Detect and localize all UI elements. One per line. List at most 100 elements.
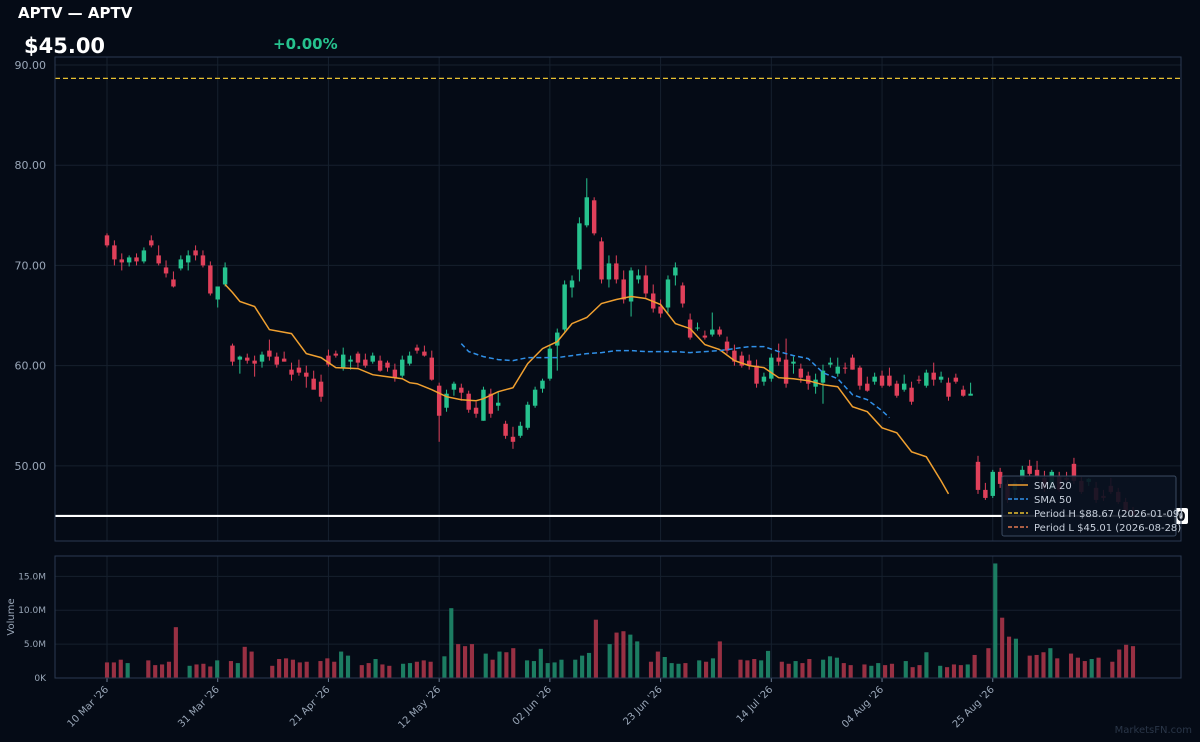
volume-bar	[146, 660, 151, 678]
candle	[665, 275, 671, 313]
candle	[208, 261, 213, 296]
volume-bar	[745, 660, 750, 678]
candle	[444, 389, 449, 412]
candle	[363, 353, 368, 368]
candle-body	[724, 341, 730, 351]
candle	[828, 357, 833, 368]
candle-body	[333, 353, 339, 356]
volume-bar	[545, 663, 550, 678]
candle	[968, 382, 973, 396]
candle	[983, 482, 988, 500]
volume-bar	[469, 644, 475, 678]
volume-bar	[655, 651, 660, 678]
x-tick-label: 10 Mar '26	[66, 684, 112, 730]
volume-bar	[414, 661, 419, 678]
candle	[569, 275, 575, 298]
candle-body	[569, 280, 575, 288]
candle	[606, 255, 612, 288]
volume-bar	[421, 660, 426, 678]
volume-bar	[511, 648, 516, 678]
watermark: MarketsFN.com	[1114, 725, 1192, 736]
volume-axis: 0K 5.0M 10.0M 15.0M Volume	[6, 572, 47, 684]
x-tick-label: 14 Jul '26	[735, 684, 776, 725]
candle	[518, 421, 523, 438]
candle	[259, 351, 265, 368]
candle-body	[518, 425, 523, 436]
candle	[990, 469, 995, 498]
x-tick-label: 04 Aug '26	[840, 684, 886, 730]
volume-bar	[111, 662, 116, 678]
candle-body	[835, 366, 840, 374]
candle	[304, 365, 309, 388]
candle-body	[717, 329, 722, 335]
candle	[857, 365, 863, 390]
candle	[436, 382, 442, 442]
volume-bar	[1055, 658, 1060, 678]
price-axis: 50.00 60.00 70.00 80.00 90.00	[15, 59, 47, 473]
candle	[422, 345, 427, 357]
candle-body	[555, 332, 560, 346]
volume-bar	[531, 661, 536, 678]
candle	[355, 351, 361, 368]
volume-bar	[1096, 657, 1101, 678]
candle	[562, 280, 567, 332]
volume-bar	[862, 664, 867, 678]
candle	[459, 383, 464, 401]
candle-body	[702, 335, 708, 338]
candle-body	[628, 270, 634, 302]
volume-bar	[1089, 659, 1094, 678]
candle	[385, 360, 390, 372]
candle-body	[156, 255, 161, 264]
candle	[599, 237, 604, 284]
candle	[732, 344, 737, 366]
candle	[584, 178, 589, 228]
candle	[326, 349, 331, 367]
candle	[245, 353, 250, 364]
volume-bar	[201, 663, 206, 678]
volume-bar	[779, 661, 784, 678]
volume-bar	[359, 665, 364, 678]
volume-bar	[325, 658, 330, 678]
candle	[687, 313, 693, 340]
candle-body	[894, 383, 900, 396]
candle-body	[503, 423, 508, 436]
candle-body	[1027, 465, 1032, 474]
candle	[850, 354, 855, 370]
candle-body	[614, 263, 619, 280]
price-tick-label: 90.00	[15, 59, 47, 72]
candle	[710, 312, 715, 337]
candle-body	[909, 387, 914, 402]
volume-bar	[834, 657, 839, 678]
candle-body	[444, 393, 449, 408]
candle-body	[119, 259, 124, 263]
price-panel-frame	[54, 56, 1182, 542]
candle	[340, 347, 346, 371]
volume-bar	[1027, 655, 1032, 678]
volume-bar	[304, 661, 309, 678]
candle	[901, 374, 907, 392]
candle	[783, 338, 789, 388]
legend-label-period_low: Period L $45.01 (2026-08-28)	[1034, 523, 1181, 534]
volume-bar	[208, 666, 213, 678]
candle-body	[621, 279, 626, 300]
candle-body	[178, 259, 184, 269]
candle-body	[363, 359, 368, 366]
volume-bar	[910, 667, 915, 678]
candle-body	[665, 279, 671, 308]
volume-bar	[1006, 636, 1012, 678]
candle	[149, 235, 154, 248]
candle-body	[112, 245, 117, 260]
volume-bar	[593, 619, 598, 678]
candle-body	[267, 350, 272, 357]
candle	[466, 390, 471, 413]
candle-body	[289, 369, 294, 375]
candle	[193, 245, 198, 261]
sma50-line	[460, 343, 890, 419]
x-axis: 10 Mar '26 31 Mar '26 21 Apr '26 12 May '26…	[66, 678, 997, 731]
candle-body	[769, 357, 774, 379]
volume-bar	[738, 659, 743, 678]
candle-body	[591, 200, 597, 234]
volume-bar	[277, 659, 282, 678]
volume-bar	[428, 661, 433, 678]
volume-bar	[869, 665, 874, 678]
